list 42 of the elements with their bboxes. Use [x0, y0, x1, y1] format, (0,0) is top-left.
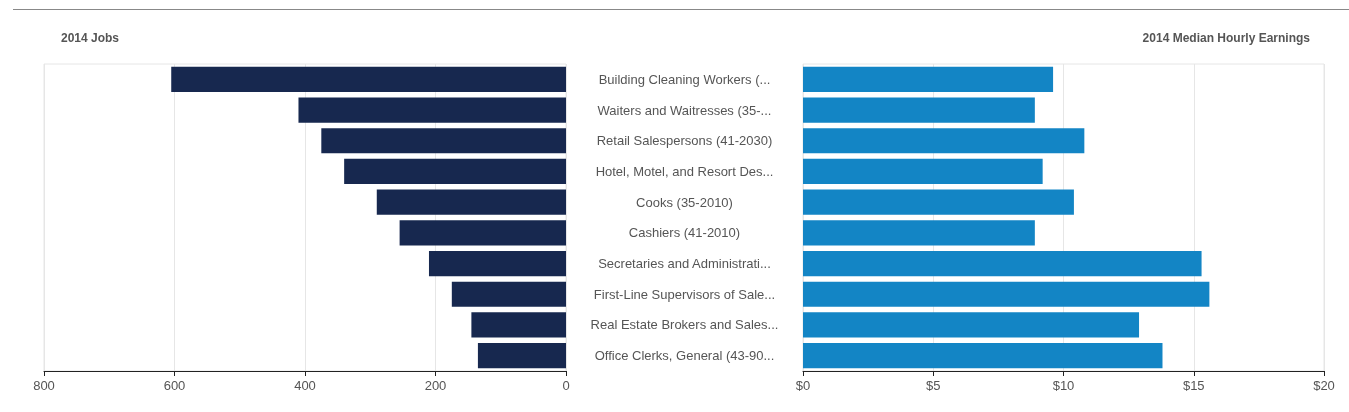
bar	[803, 158, 1043, 185]
chart-title: 2014 Jobs	[61, 31, 120, 45]
x-tick-label: 0	[562, 378, 570, 393]
y-tick-label: Building Cleaning Workers (...	[598, 71, 771, 87]
y-tick-label: Cooks (35-2010)	[636, 194, 733, 210]
y-tick-label: Hotel, Motel, and Resort Des...	[595, 163, 774, 179]
chart-title: 2014 Median Hourly Earnings	[1142, 31, 1311, 45]
bar	[803, 128, 1085, 154]
x-tick-label: $20	[1313, 378, 1335, 393]
y-tick-label: Cashiers (41-2010)	[628, 225, 741, 241]
bar	[171, 66, 566, 92]
y-tick-label: Retail Salespersons (41-2030)	[596, 133, 773, 149]
x-tick-label: $15	[1182, 378, 1205, 393]
bar	[803, 189, 1074, 215]
bar	[321, 128, 566, 154]
y-tick-label: First-Line Supervisors of Sale...	[593, 286, 776, 302]
y-tick-label: Secretaries and Administrati...	[598, 256, 771, 272]
bar	[803, 220, 1035, 246]
bar	[399, 220, 566, 246]
x-tick-label: 600	[163, 378, 186, 393]
y-tick-label: Waiters and Waitresses (35-...	[597, 102, 772, 118]
bar	[477, 343, 566, 369]
bar	[428, 250, 566, 277]
bar	[803, 343, 1163, 369]
y-tick-label: Real Estate Brokers and Sales...	[590, 317, 779, 333]
bar	[803, 66, 1054, 92]
bar	[803, 281, 1210, 307]
bar	[298, 97, 566, 123]
x-tick-label: 200	[424, 378, 447, 393]
x-tick-label: $0	[795, 378, 811, 393]
bar	[803, 97, 1035, 123]
bar	[803, 250, 1202, 277]
x-tick-label: $5	[926, 378, 941, 393]
x-tick-label: 800	[33, 378, 55, 393]
bar	[376, 189, 566, 215]
bar	[803, 312, 1140, 338]
bar	[344, 158, 566, 185]
bar	[471, 312, 566, 338]
x-tick-label: $10	[1052, 378, 1075, 393]
y-tick-label: Office Clerks, General (43-90...	[594, 348, 775, 364]
x-tick-label: 400	[294, 378, 316, 393]
bar	[451, 281, 566, 307]
